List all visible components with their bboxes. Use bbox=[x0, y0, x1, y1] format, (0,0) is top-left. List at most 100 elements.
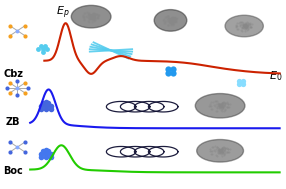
Point bbox=[235, 25, 240, 28]
Point bbox=[87, 12, 92, 15]
Point bbox=[218, 149, 222, 152]
Point bbox=[167, 18, 171, 21]
Point bbox=[83, 12, 88, 15]
Point bbox=[89, 15, 93, 18]
Point bbox=[168, 17, 172, 20]
Point bbox=[173, 20, 178, 23]
Point bbox=[217, 148, 222, 151]
Point bbox=[170, 21, 174, 24]
Point bbox=[219, 149, 224, 153]
Point bbox=[242, 26, 246, 29]
Point bbox=[219, 103, 223, 106]
Point bbox=[168, 19, 173, 22]
Point bbox=[221, 146, 225, 149]
Point bbox=[82, 12, 86, 15]
Point bbox=[93, 14, 98, 17]
Point bbox=[236, 21, 241, 24]
Point bbox=[243, 22, 248, 26]
Point bbox=[167, 19, 171, 22]
Point bbox=[243, 25, 248, 28]
Point bbox=[166, 24, 171, 27]
Point bbox=[209, 150, 214, 153]
Point bbox=[225, 150, 229, 153]
Point bbox=[223, 148, 227, 151]
Point bbox=[234, 24, 238, 27]
Point bbox=[209, 107, 214, 110]
Point bbox=[207, 103, 212, 106]
Point bbox=[163, 16, 168, 19]
Point bbox=[89, 16, 94, 19]
Point bbox=[167, 18, 172, 21]
Point bbox=[162, 16, 167, 19]
Point bbox=[218, 103, 222, 106]
Point bbox=[242, 23, 246, 26]
Point bbox=[208, 148, 212, 151]
Point bbox=[245, 24, 249, 27]
Point bbox=[214, 100, 219, 103]
Point bbox=[170, 21, 175, 24]
Point bbox=[216, 147, 221, 150]
Point bbox=[215, 110, 219, 113]
Point bbox=[214, 102, 218, 105]
Point bbox=[222, 108, 227, 111]
Point bbox=[247, 22, 252, 25]
Point bbox=[207, 104, 212, 107]
Point bbox=[219, 148, 223, 151]
Point bbox=[87, 14, 92, 17]
Point bbox=[162, 22, 167, 25]
Point bbox=[238, 20, 243, 23]
Point bbox=[220, 103, 225, 106]
Point bbox=[243, 24, 248, 27]
Point bbox=[168, 17, 172, 20]
Point bbox=[216, 107, 221, 110]
Point bbox=[223, 101, 227, 105]
Point bbox=[216, 148, 221, 151]
Point bbox=[90, 15, 94, 18]
Point bbox=[243, 22, 248, 25]
Point bbox=[228, 102, 233, 105]
Point bbox=[245, 24, 250, 27]
Point bbox=[220, 152, 225, 155]
Point bbox=[217, 148, 222, 151]
Point bbox=[166, 15, 171, 18]
Point bbox=[212, 103, 217, 106]
Point bbox=[219, 102, 224, 105]
Point bbox=[169, 18, 174, 21]
Point bbox=[91, 16, 96, 19]
Point bbox=[223, 152, 227, 155]
Point bbox=[242, 25, 246, 28]
Point bbox=[169, 19, 174, 22]
Point bbox=[169, 19, 174, 22]
Point bbox=[170, 18, 174, 21]
Point bbox=[225, 147, 230, 150]
Point bbox=[219, 147, 224, 150]
Point bbox=[225, 105, 229, 108]
Point bbox=[96, 16, 101, 19]
Point bbox=[90, 12, 95, 15]
Point bbox=[89, 16, 93, 19]
Point bbox=[219, 103, 223, 106]
Point bbox=[217, 104, 222, 107]
Point bbox=[234, 25, 239, 28]
Text: Cbz: Cbz bbox=[3, 69, 23, 79]
Point bbox=[219, 101, 224, 104]
Point bbox=[224, 147, 229, 150]
Point bbox=[244, 22, 248, 25]
Point bbox=[226, 150, 230, 153]
Point bbox=[166, 15, 170, 18]
Point bbox=[209, 107, 213, 110]
Point bbox=[248, 25, 252, 28]
Point bbox=[240, 26, 245, 29]
Point bbox=[245, 28, 250, 31]
Point bbox=[218, 149, 223, 152]
Point bbox=[226, 103, 231, 106]
Point bbox=[214, 147, 219, 150]
Point bbox=[81, 16, 85, 19]
Point bbox=[222, 104, 226, 107]
Ellipse shape bbox=[195, 94, 245, 118]
Point bbox=[218, 104, 222, 107]
Point bbox=[171, 19, 175, 22]
Point bbox=[92, 15, 96, 18]
Point bbox=[166, 21, 171, 24]
Point bbox=[167, 16, 171, 19]
